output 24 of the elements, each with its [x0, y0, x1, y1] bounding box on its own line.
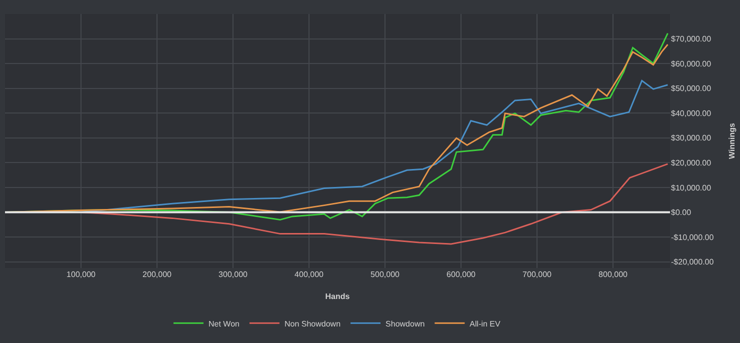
y-tick-label: -$10,000.00	[671, 232, 714, 242]
y-tick-label: $20,000.00	[671, 158, 712, 168]
y-axis-title: Winnings	[727, 122, 736, 159]
x-tick-label: 600,000	[446, 270, 476, 279]
x-axis-title: Hands	[325, 292, 350, 302]
y-tick-label: -$20,000.00	[671, 258, 714, 267]
y-tick-label: $40,000.00	[671, 108, 712, 118]
legend-label: Non Showdown	[284, 319, 341, 328]
y-tick-label: $50,000.00	[671, 84, 712, 94]
y-tick-label: $60,000.00	[671, 59, 712, 68]
x-tick-label: 500,000	[370, 270, 400, 279]
y-tick-label: $10,000.00	[671, 183, 712, 192]
y-tick-label: $0.00	[671, 208, 692, 218]
x-tick-label: 700,000	[522, 270, 552, 279]
x-tick-label: 800,000	[598, 270, 628, 279]
legend-label: All-in EV	[470, 319, 502, 328]
x-tick-label: 400,000	[294, 270, 324, 279]
x-tick-label: 300,000	[218, 270, 248, 279]
y-tick-label: $30,000.00	[671, 134, 712, 143]
x-tick-label: 200,000	[142, 270, 172, 279]
y-tick-label: $70,000.00	[671, 34, 712, 44]
x-tick-label: 100,000	[66, 270, 96, 279]
legend-label: Showdown	[386, 319, 425, 328]
legend-label: Net Won	[208, 319, 240, 328]
